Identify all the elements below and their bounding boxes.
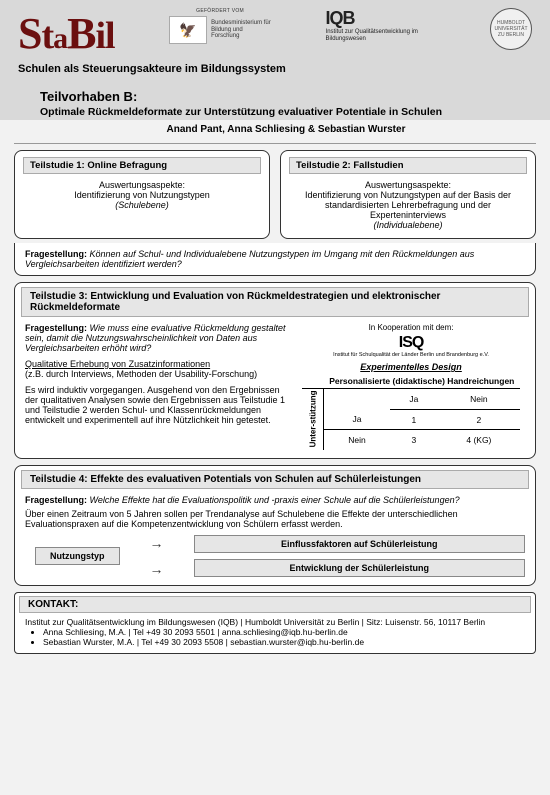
ts4-title: Teilstudie 4: Effekte des evaluativen Po… xyxy=(21,470,529,489)
exp-design-title: Experimentelles Design xyxy=(297,362,525,372)
eagle-icon: 🦅 xyxy=(169,16,207,44)
kontakt-line: Anna Schliesing, M.A. | Tel +49 30 2093 … xyxy=(43,627,525,637)
authors: Anand Pant, Anna Schliesing & Sebastian … xyxy=(40,124,532,135)
sponsor-block: GEFÖRDERT VOM 🦅 Bundesministerium für Bi… xyxy=(169,8,271,44)
box-entwicklung: Entwicklung der Schülerleistung xyxy=(194,559,526,577)
header-subtitle: Schulen als Steuerungsakteure im Bildung… xyxy=(18,63,532,75)
isq-logo: ISQ xyxy=(399,334,424,351)
kontakt-panel: KONTAKT: Institut zur Qualitätsentwicklu… xyxy=(14,592,536,654)
ts3-panel: Teilstudie 3: Entwicklung und Evaluation… xyxy=(14,282,536,459)
sponsor-label: GEFÖRDERT VOM xyxy=(196,8,244,14)
ts1-title: Teilstudie 1: Online Befragung xyxy=(23,157,261,174)
arrow-icon: → xyxy=(150,561,164,577)
header: StaBil GEFÖRDERT VOM 🦅 Bundesministerium… xyxy=(0,0,550,81)
stabil-logo: StaBil xyxy=(18,8,115,59)
ts1-body: Auswertungsaspekte: Identifizierung von … xyxy=(23,180,261,210)
ts3-right: In Kooperation mit dem: ISQ Institut für… xyxy=(297,323,525,450)
ts1-panel: Teilstudie 1: Online Befragung Auswertun… xyxy=(14,150,270,239)
sponsor-name: Bundesministerium für Bildung und Forsch… xyxy=(211,20,271,40)
logo-row: StaBil GEFÖRDERT VOM 🦅 Bundesministerium… xyxy=(18,8,532,59)
arrow-icon: → xyxy=(150,535,164,551)
ts3-title: Teilstudie 3: Entwicklung und Evaluation… xyxy=(21,287,529,317)
iqb-subtitle: Institut zur Qualitätsentwicklung im Bil… xyxy=(326,29,436,42)
title-block: Teilvorhaben B: Optimale Rückmeldeformat… xyxy=(0,81,550,139)
iqb-logo: IQB xyxy=(326,8,436,29)
kontakt-line: Sebastian Wurster, M.A. | Tel +49 30 209… xyxy=(43,637,525,647)
ts4-diagram: Nutzungstyp → → Einflussfaktoren auf Sch… xyxy=(25,535,525,577)
ts2-title: Teilstudie 2: Fallstudien xyxy=(289,157,527,174)
design-table: Personalisierte (didaktische) Handreichu… xyxy=(302,374,521,450)
hu-logo: HUMBOLDT UNIVERSITÄT ZU BERLIN xyxy=(490,8,532,50)
kontakt-inst: Institut zur Qualitätsentwicklung im Bil… xyxy=(25,617,525,627)
arrow-icons: → → xyxy=(150,535,164,577)
iqb-block: IQB Institut zur Qualitätsentwicklung im… xyxy=(326,8,436,42)
box-nutzungstyp: Nutzungstyp xyxy=(35,547,120,565)
ts2-body: Auswertungsaspekte: Identifizierung von … xyxy=(289,180,527,230)
ts4-panel: Teilstudie 4: Effekte des evaluativen Po… xyxy=(14,465,536,586)
divider xyxy=(14,143,536,144)
ts3-left: Fragestellung: Wie muss eine evaluative … xyxy=(25,323,287,450)
box-einfluss: Einflussfaktoren auf Schülerleistung xyxy=(194,535,526,553)
ts2-panel: Teilstudie 2: Fallstudien Auswertungsasp… xyxy=(280,150,536,239)
teil-b-subtitle: Optimale Rückmeldeformate zur Unterstütz… xyxy=(40,106,532,118)
frage-ts12: Fragestellung: Können auf Schul- und Ind… xyxy=(14,243,536,276)
ts1-ts2-row: Teilstudie 1: Online Befragung Auswertun… xyxy=(14,150,536,239)
teil-b-title: Teilvorhaben B: xyxy=(40,89,532,104)
kontakt-title: KONTAKT: xyxy=(19,596,531,613)
